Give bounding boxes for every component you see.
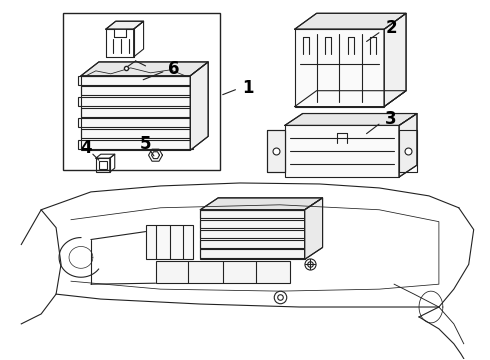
Polygon shape [106,21,144,29]
Bar [63,13,220,170]
Polygon shape [294,13,406,29]
Bar [78,76,193,85]
Polygon shape [190,62,208,150]
Text: 2: 2 [385,19,397,37]
Polygon shape [294,91,406,107]
Polygon shape [81,62,208,76]
Text: 4: 4 [80,139,92,157]
Bar [78,97,193,106]
Bar [294,29,384,107]
Bar [200,230,305,238]
Polygon shape [399,113,417,177]
Bar [81,108,190,117]
Bar [200,249,305,258]
Polygon shape [200,198,322,210]
Bar [78,118,193,127]
Bar [81,86,190,95]
Polygon shape [384,13,406,107]
Bar [96,158,110,172]
Bar [200,220,305,228]
Text: 6: 6 [169,60,180,78]
Polygon shape [305,198,322,260]
Bar [200,239,305,248]
Bar [78,140,193,149]
Bar [99,161,107,169]
Bar [146,225,193,260]
Text: 1: 1 [242,79,253,97]
Text: 3: 3 [385,111,397,129]
Bar [285,125,399,177]
Bar [200,210,305,260]
Bar [81,129,190,138]
Text: 5: 5 [140,135,151,153]
Bar [155,261,290,283]
Polygon shape [267,130,285,172]
Bar [200,210,305,218]
Polygon shape [285,113,417,125]
Bar [81,76,190,150]
